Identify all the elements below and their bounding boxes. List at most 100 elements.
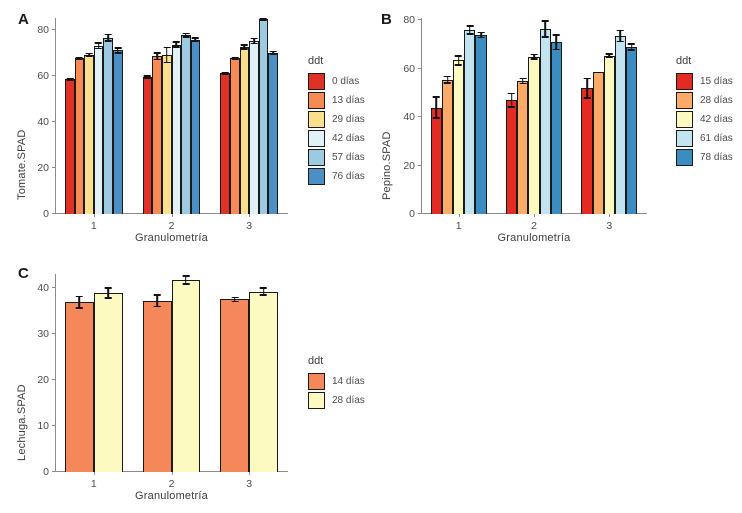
bar[interactable] [528, 56, 540, 214]
panel-c-x-axis-title: Granulometría [135, 490, 208, 502]
panel-b-x-tick-mark [458, 214, 460, 217]
bar-cluster [65, 274, 123, 472]
bar[interactable] [171, 44, 182, 214]
panel-b-y-tick-mark [418, 67, 421, 69]
legend-item[interactable]: 78 días [676, 149, 733, 166]
bar[interactable] [268, 52, 278, 214]
bar-slot [464, 18, 476, 214]
legend-item[interactable]: 29 días [308, 111, 365, 128]
panel-b-letter: B [381, 11, 392, 28]
bar[interactable] [475, 34, 487, 214]
bar[interactable] [181, 35, 191, 214]
legend-item[interactable]: 0 días [308, 73, 365, 90]
error-bar [630, 43, 633, 51]
bar-group: 1 [421, 18, 496, 231]
panel-a-axes: 0 20 40 60 80 1 2 3 [37, 17, 288, 231]
legend-swatch-icon [308, 111, 325, 128]
legend-item[interactable]: 15 días [676, 73, 733, 90]
bar[interactable] [249, 41, 259, 214]
legend-item[interactable]: 28 días [676, 92, 733, 109]
bar-slot [258, 17, 269, 214]
bar[interactable] [65, 79, 75, 214]
error-bar [533, 53, 535, 60]
legend-item-label: 14 días [332, 375, 365, 387]
bar[interactable] [506, 100, 518, 214]
bar-slot [441, 18, 454, 214]
legend-item-label: 0 días [332, 75, 360, 87]
bar-cluster [581, 18, 638, 214]
bar[interactable] [65, 302, 94, 472]
bar[interactable] [93, 292, 123, 472]
error-bar [435, 96, 438, 119]
panel-b: B Pepino.SPAD 0 20 40 60 80 1 2 3 Granulometría… [371, 0, 742, 256]
legend-item-label: 57 días [332, 151, 365, 163]
error-bar [619, 29, 622, 43]
panel-c-x-tick-mark [93, 472, 95, 475]
legend-swatch-icon [308, 392, 325, 409]
bar-slot [592, 18, 604, 214]
error-bar [194, 37, 197, 43]
bar[interactable] [464, 30, 476, 214]
bar[interactable] [517, 80, 529, 214]
error-bar [175, 41, 178, 48]
bar[interactable] [239, 46, 250, 214]
panel-a-letter: A [18, 11, 29, 28]
bar[interactable] [258, 19, 269, 214]
legend-item-label: 42 días [332, 132, 365, 144]
bar-slot [528, 18, 540, 214]
legend-swatch-icon [676, 149, 693, 166]
bar[interactable] [142, 300, 172, 472]
legend-item[interactable]: 61 días [676, 130, 733, 147]
bar[interactable] [614, 36, 627, 214]
bar[interactable] [93, 45, 104, 214]
legend-item[interactable]: 28 días [308, 392, 365, 409]
error-bar [446, 75, 449, 84]
bar[interactable] [142, 76, 153, 214]
bar[interactable] [74, 58, 85, 214]
bar-group: 3 [210, 17, 288, 231]
bar-cluster [142, 18, 201, 214]
legend-item-label: 61 días [700, 132, 733, 144]
bar[interactable] [220, 299, 250, 472]
legend-item[interactable]: 42 días [308, 130, 365, 147]
bar[interactable] [152, 56, 162, 214]
bar-slot [517, 18, 529, 214]
bar[interactable] [581, 88, 593, 214]
bar[interactable] [539, 28, 551, 214]
bar[interactable] [453, 60, 465, 214]
panel-c-y-tick-mark [52, 332, 55, 334]
bar[interactable] [249, 291, 278, 472]
legend-swatch-icon [308, 130, 325, 147]
bar[interactable] [112, 50, 123, 214]
legend-swatch-icon [676, 130, 693, 147]
bar-slot [84, 18, 94, 214]
bar[interactable] [592, 72, 604, 214]
panel-b-bar-groups: 1 2 3 [421, 18, 647, 231]
panel-b-plot-area: 0 20 40 60 80 1 2 3 [403, 15, 647, 231]
bar[interactable] [220, 73, 231, 214]
panel-c-bar-groups: 1 2 3 [55, 274, 288, 489]
legend-item[interactable]: 42 días [676, 111, 733, 128]
bar[interactable] [230, 58, 240, 214]
bar[interactable] [103, 37, 113, 214]
legend-item[interactable]: 13 días [308, 92, 365, 109]
panel-b-y-tick-mark [418, 19, 421, 21]
error-bar [608, 53, 611, 58]
bar-group: 2 [133, 274, 211, 489]
legend-item[interactable]: 57 días [308, 149, 365, 166]
bar[interactable] [171, 280, 201, 472]
bar[interactable] [550, 42, 562, 214]
bar[interactable] [441, 79, 454, 214]
bar[interactable] [626, 47, 638, 214]
bar-slot [142, 274, 172, 472]
bar[interactable] [84, 54, 94, 214]
bar[interactable] [430, 107, 442, 214]
bar[interactable] [161, 54, 172, 214]
legend-item[interactable]: 14 días [308, 373, 365, 390]
panel-b-x-tick-label: 2 [531, 220, 537, 232]
bar-group: 1 [55, 18, 133, 231]
legend-item[interactable]: 76 días [308, 168, 365, 185]
legend-item-label: 29 días [332, 113, 365, 125]
bar[interactable] [190, 39, 201, 214]
bar[interactable] [603, 55, 615, 214]
